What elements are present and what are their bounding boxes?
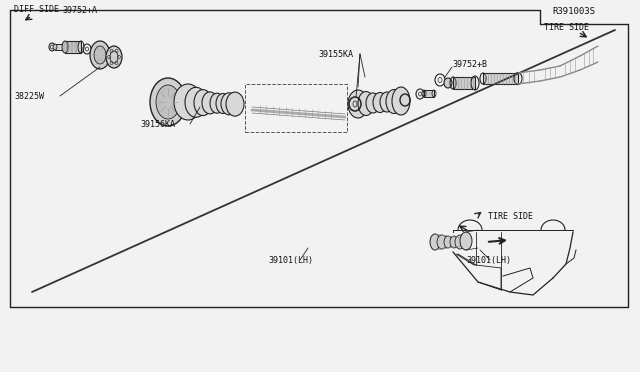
Ellipse shape — [358, 92, 374, 115]
Text: 39156KA: 39156KA — [140, 119, 175, 128]
Ellipse shape — [90, 41, 110, 69]
Ellipse shape — [221, 93, 237, 115]
Ellipse shape — [202, 92, 218, 114]
Ellipse shape — [437, 235, 447, 249]
Ellipse shape — [373, 93, 387, 112]
Text: DIFF SIDE: DIFF SIDE — [14, 5, 59, 14]
Ellipse shape — [226, 92, 244, 116]
Text: 38225W: 38225W — [14, 92, 44, 100]
Ellipse shape — [430, 234, 440, 250]
Ellipse shape — [174, 84, 202, 120]
Bar — [424, 90, 434, 97]
Ellipse shape — [156, 85, 180, 119]
Bar — [65, 41, 81, 53]
Text: R391003S: R391003S — [552, 7, 595, 16]
Ellipse shape — [444, 236, 452, 248]
Ellipse shape — [392, 87, 410, 115]
Ellipse shape — [450, 236, 458, 248]
Ellipse shape — [386, 90, 402, 113]
Ellipse shape — [216, 93, 230, 113]
Text: 39752+A: 39752+A — [62, 6, 97, 15]
Ellipse shape — [366, 93, 380, 113]
Ellipse shape — [444, 78, 452, 88]
Ellipse shape — [53, 44, 57, 50]
Ellipse shape — [380, 92, 394, 112]
Ellipse shape — [62, 41, 68, 53]
Text: 39101(LH): 39101(LH) — [466, 256, 511, 264]
Ellipse shape — [455, 235, 465, 249]
Ellipse shape — [150, 78, 186, 126]
Bar — [483, 73, 518, 84]
Ellipse shape — [94, 46, 106, 64]
Ellipse shape — [460, 232, 472, 250]
Text: 39101(LH): 39101(LH) — [268, 256, 313, 264]
Text: 39155KA: 39155KA — [318, 49, 353, 58]
Text: TIRE SIDE: TIRE SIDE — [488, 212, 533, 221]
Ellipse shape — [185, 87, 207, 117]
Ellipse shape — [348, 90, 368, 118]
Bar — [453, 77, 475, 89]
Text: 39752+B: 39752+B — [452, 60, 487, 68]
Bar — [245, 84, 347, 132]
Bar — [55, 44, 65, 50]
Ellipse shape — [194, 90, 212, 116]
Ellipse shape — [210, 93, 224, 113]
Ellipse shape — [106, 46, 122, 68]
Text: TIRE SIDE: TIRE SIDE — [544, 23, 589, 32]
